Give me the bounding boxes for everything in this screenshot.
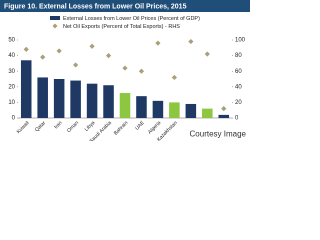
y2-tick-label: 60 [235,69,242,75]
bar [86,83,98,118]
y2-tick-label: 40 [235,84,242,90]
y-tick-label: 10 [8,100,15,106]
diamond-marker [188,38,194,45]
chart-title: Figure 10. External Losses from Lower Oi… [4,3,187,10]
y-tick-label: 30 [8,69,15,75]
x-tick-label: Bahrain [113,120,130,137]
x-tick-label: UAE [134,120,146,132]
diamond-marker [105,53,112,59]
bar [53,79,65,118]
diamond-marker [23,46,29,52]
diamond-marker [89,43,95,49]
diamond-marker [155,40,161,46]
diamond-marker [204,51,210,57]
bar [185,103,197,118]
y2-tick-label: 100 [235,38,246,44]
bar [119,93,131,118]
x-tick-label: Oman [66,120,80,134]
x-tick-label: Qatar [34,120,47,133]
legend-swatch [50,16,60,20]
diamond-marker [221,106,227,112]
y-tick-label: 40 [8,53,15,59]
x-tick-label: Kuwait [16,120,31,135]
bar [169,102,180,118]
bar [37,77,48,118]
diamond-marker [122,65,128,71]
watermark: Courtesy Image [190,130,247,139]
legend-label: Net Oil Exports (Percent of Total Export… [63,24,180,30]
legend-label: External Losses from Lower Oil Prices (P… [63,16,200,22]
bar [218,114,230,118]
bar [136,96,147,118]
bar [20,60,32,118]
y-tick-label: 20 [8,84,15,90]
x-tick-label: Iran [53,120,63,130]
bar [70,80,81,118]
bar [202,108,213,118]
watermark-bg [178,128,250,141]
diamond-marker [56,48,62,54]
y2-tick-label: 20 [235,100,242,106]
diamond-marker [73,62,79,68]
diamond-marker [171,74,177,81]
title-banner [0,0,250,12]
bar [103,85,114,118]
x-tick-label: Algeria [147,120,162,135]
diamond-marker [138,68,145,74]
legend-swatch [52,23,58,29]
y-tick-label: 50 [8,38,15,44]
diamond-marker [40,54,46,60]
bar [152,100,164,118]
x-tick-label: Libya [84,120,97,133]
y2-tick-label: 0 [235,116,239,122]
y-tick-label: 0 [12,116,16,122]
y2-tick-label: 80 [235,53,242,59]
chart: Figure 10. External Losses from Lower Oi… [0,0,250,141]
